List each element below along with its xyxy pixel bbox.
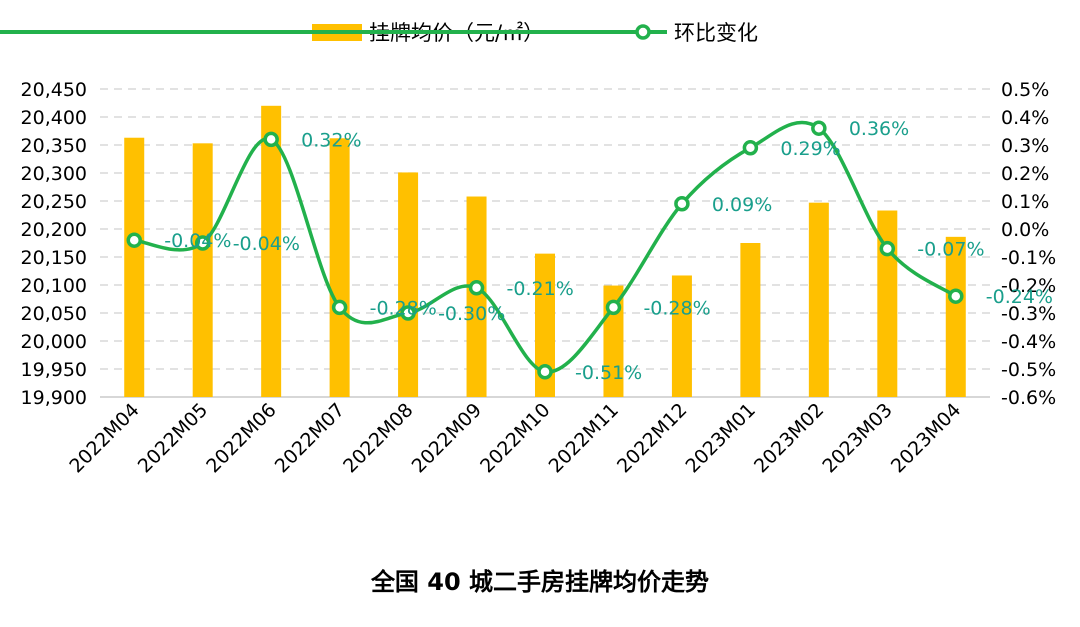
left-tick-label: 20,150 <box>21 247 87 269</box>
data-label: 0.36% <box>849 118 909 140</box>
x-tick-label: 2023M03 <box>818 399 896 477</box>
x-tick-label: 2022M09 <box>408 399 486 477</box>
line-point <box>194 235 211 251</box>
bar <box>466 196 487 397</box>
line-point <box>537 364 553 380</box>
bar <box>398 172 419 397</box>
data-label: -0.24% <box>986 286 1053 308</box>
left-tick-label: 20,100 <box>21 275 87 297</box>
x-tick-label: 2023M02 <box>750 399 828 477</box>
right-tick-label: -0.3% <box>1001 303 1056 325</box>
line-point <box>879 240 896 257</box>
left-tick-label: 20,200 <box>21 219 87 241</box>
right-tick-label: 0.1% <box>1001 191 1049 213</box>
bar <box>945 236 966 397</box>
data-label: -0.04% <box>164 230 231 252</box>
bar <box>808 202 829 397</box>
bar <box>124 137 145 397</box>
left-tick-label: 20,000 <box>21 331 87 353</box>
line-series: -0.04% -0.04%0.32%-0.28% -0.30%-0.21%-0.51… <box>126 118 1053 384</box>
data-label: -0.04% <box>233 233 300 255</box>
line-point <box>811 120 827 136</box>
legend-line-marker <box>635 24 651 40</box>
right-tick-label: 0.5% <box>1001 79 1049 101</box>
x-tick-label: 2023M04 <box>887 399 965 477</box>
line-point <box>400 305 416 321</box>
x-tick-label: 2022M11 <box>545 399 623 477</box>
right-tick-label: -0.4% <box>1001 331 1056 353</box>
right-tick-label: -0.2% <box>1001 275 1056 297</box>
data-label: -0.51% <box>575 362 642 384</box>
x-axis-ticks: 2022M042022M052022M062022M072022M082022M… <box>65 399 965 477</box>
data-label: 0.29% <box>780 138 840 160</box>
left-tick-label: 19,900 <box>21 387 87 409</box>
right-tick-label: 0.2% <box>1001 163 1049 185</box>
line-point <box>126 232 142 248</box>
right-axis-ticks: -0.6% -0.5% -0.4% -0.3% -0.2% -0.1% 0.0% 0.1% 0.… <box>1001 79 1056 409</box>
line-point <box>674 196 690 212</box>
line-point <box>331 299 348 316</box>
right-tick-label: 0.3% <box>1001 135 1049 157</box>
right-tick-label: -0.1% <box>1001 247 1056 269</box>
left-tick-label: 20,450 <box>21 79 87 101</box>
bar <box>261 105 282 398</box>
data-label: -0.28% <box>370 297 437 319</box>
data-label: -0.07% <box>917 239 984 261</box>
left-tick-label: 20,050 <box>21 303 87 325</box>
left-axis-ticks: 19,900 19,950 20,000 20,050 20,100 20,150 20,2… <box>21 79 87 409</box>
legend: 挂牌均价（元/㎡） 环比变化 <box>0 21 758 45</box>
line-point <box>263 131 279 148</box>
right-tick-label: 0.0% <box>1001 219 1049 241</box>
bar <box>535 253 555 397</box>
data-label: -0.30% <box>438 303 505 325</box>
bar <box>192 143 213 397</box>
x-tick-label: 2023M01 <box>681 399 759 477</box>
chart-title: 全国 40 城二手房挂牌均价走势 <box>370 568 710 596</box>
line-point <box>742 140 759 156</box>
x-tick-label: 2022M07 <box>271 399 349 477</box>
bar <box>877 210 898 397</box>
legend-line-label: 环比变化 <box>674 21 758 45</box>
left-tick-label: 20,400 <box>21 107 87 129</box>
line-point <box>468 280 485 296</box>
bar-series <box>124 105 966 398</box>
right-tick-label: -0.5% <box>1001 359 1056 381</box>
line-point <box>948 288 964 304</box>
data-label: -0.21% <box>507 278 574 300</box>
right-tick-label: -0.6% <box>1001 387 1056 409</box>
x-tick-label: 2022M05 <box>134 399 212 477</box>
data-label: 0.32% <box>301 129 361 151</box>
left-tick-label: 19,950 <box>21 359 87 381</box>
bar <box>329 138 350 397</box>
x-tick-label: 2022M10 <box>476 399 554 477</box>
left-tick-label: 20,250 <box>21 191 87 213</box>
bar <box>740 243 761 397</box>
left-tick-label: 20,300 <box>21 163 87 185</box>
data-label: -0.28% <box>643 297 710 319</box>
right-tick-label: 0.4% <box>1001 107 1049 129</box>
bar <box>671 275 692 397</box>
data-label: 0.09% <box>712 194 772 216</box>
x-tick-label: 2022M08 <box>339 399 417 477</box>
line-point <box>605 299 622 316</box>
x-tick-label: 2022M06 <box>202 399 280 477</box>
x-tick-label: 2022M12 <box>613 399 691 477</box>
x-tick-label: 2022M04 <box>65 399 143 477</box>
left-tick-label: 20,350 <box>21 135 87 157</box>
